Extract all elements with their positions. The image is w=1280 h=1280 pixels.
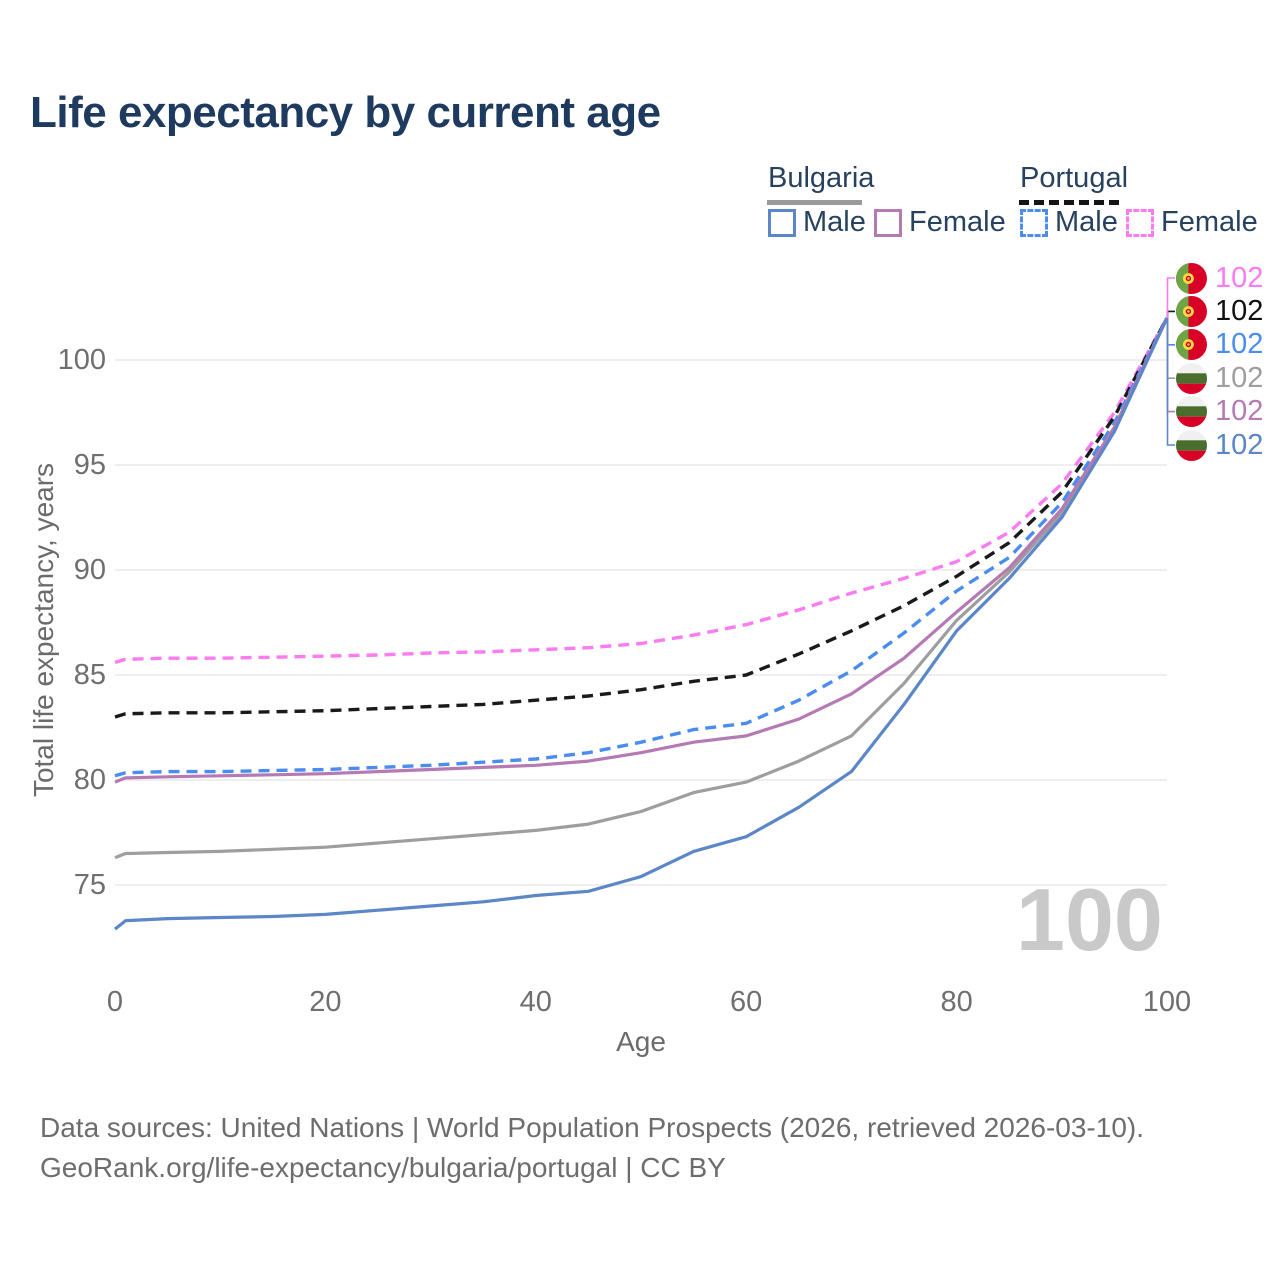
legend-group-bulgaria: Bulgaria [768,162,875,194]
series-line-portugal-female[interactable] [114,317,1169,665]
end-value-bulgaria-total: 102 [1215,361,1264,394]
legend-label-portugal-female: Female [1161,206,1258,238]
y-tick-90: 90 [73,554,106,586]
legend-swatch-portugal-female [1126,208,1154,237]
end-label-bulgaria-total: 102 [1176,362,1263,394]
footer: Data sources: United Nations | World Pop… [40,1108,1144,1188]
end-label-bulgaria-female: 102 [1176,395,1264,428]
legend-group-portugal: Portugal [1020,162,1129,194]
legend-item-portugal-female[interactable]: Female [1126,206,1258,239]
y-tick-95: 95 [73,449,106,481]
legend-swatch-bulgaria-female [874,208,902,237]
legend-item-bulgaria-female[interactable]: Female [874,206,1006,239]
x-tick-100: 100 [1142,986,1192,1018]
bulgaria-flag-icon [1176,362,1207,394]
portugal-flag-icon [1176,329,1207,361]
end-label-portugal-male: 102 [1176,328,1264,361]
y-axis-title: Total life expectancy, years [28,462,59,798]
chart-legend: Bulgaria Portugal Male Female Male Femal… [0,160,1280,240]
age-counter-watermark: 100 [1016,870,1163,969]
end-value-bulgaria-female: 102 [1215,395,1264,428]
bulgaria-flag-icon [1176,429,1207,461]
series-line-bulgaria-male[interactable] [114,317,1169,931]
footer-attribution: GeoRank.org/life-expectancy/bulgaria/por… [40,1152,726,1184]
end-label-connector-portugal-total [1166,310,1175,318]
legend-label-bulgaria-male: Male [803,206,866,238]
y-tick-75: 75 [73,869,106,901]
x-tick-20: 20 [309,986,342,1018]
portugal-flag-icon [1176,295,1207,327]
legend-swatch-portugal-male [1020,208,1048,237]
end-label-connector-bulgaria-total [1166,318,1175,379]
footer-data-sources: Data sources: United Nations | World Pop… [40,1112,1145,1143]
series-line-bulgaria-female[interactable] [114,317,1169,784]
end-label-connector-bulgaria-male [1166,318,1175,446]
legend-label-portugal-male: Male [1055,206,1118,238]
end-value-portugal-total: 102 [1215,294,1264,327]
end-label-connector-bulgaria-female [1166,318,1175,413]
end-value-portugal-female: 102 [1215,261,1264,294]
legend-label-bulgaria-female: Female [909,206,1006,238]
end-label-connector-portugal-male [1166,318,1175,346]
end-value-portugal-male: 102 [1215,328,1264,361]
x-tick-0: 0 [106,986,124,1018]
portugal-flag-icon [1176,262,1207,294]
x-tick-80: 80 [940,986,973,1018]
series-line-portugal-total[interactable] [114,317,1169,719]
x-tick-40: 40 [519,986,552,1018]
page-title: Life expectancy by current age [30,88,661,137]
end-label-bulgaria-male: 102 [1176,429,1263,461]
y-tick-100: 100 [57,344,106,376]
y-tick-80: 80 [73,764,106,796]
y-tick-85: 85 [73,659,106,691]
bulgaria-flag-icon [1176,396,1207,428]
legend-item-portugal-male[interactable]: Male [1020,206,1118,239]
legend-bulgaria-line-sample [767,200,862,205]
end-label-connector-portugal-female [1166,277,1175,318]
end-label-portugal-female: 102 [1176,262,1263,294]
legend-item-bulgaria-male[interactable]: Male [768,206,866,239]
series-line-portugal-male[interactable] [114,317,1169,778]
legend-portugal-line-sample [1019,200,1119,205]
legend-swatch-bulgaria-male [768,208,796,237]
series-line-bulgaria-total[interactable] [114,317,1169,860]
x-tick-60: 60 [730,986,763,1018]
end-value-bulgaria-male: 102 [1215,428,1264,461]
end-label-portugal-total: 102 [1176,295,1263,327]
x-axis-title: Age [616,1026,666,1057]
